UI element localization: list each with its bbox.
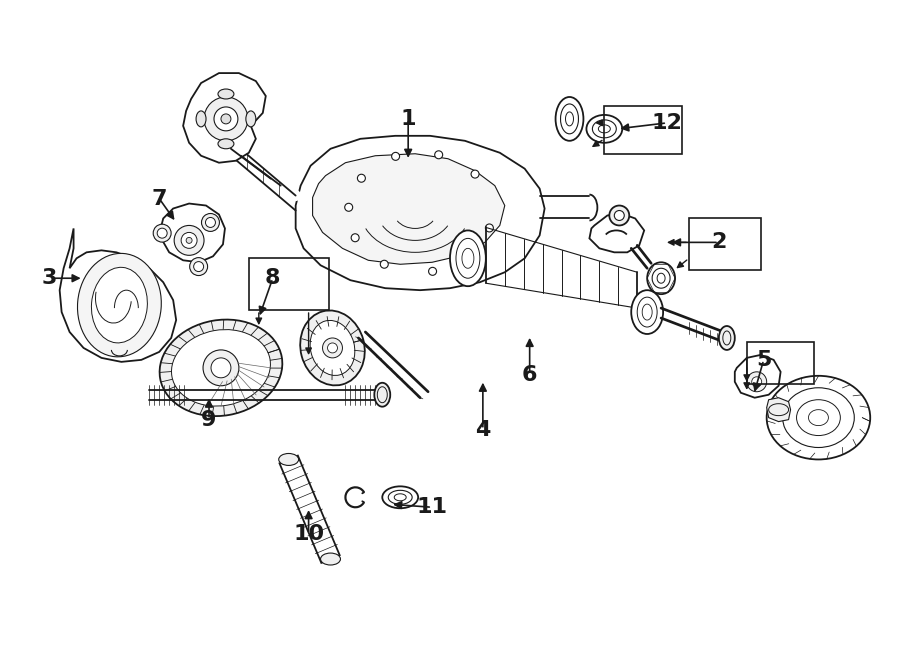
- Circle shape: [175, 225, 204, 255]
- Polygon shape: [734, 355, 780, 398]
- Circle shape: [202, 214, 220, 231]
- Circle shape: [381, 260, 388, 268]
- Circle shape: [211, 358, 231, 378]
- Text: 2: 2: [711, 233, 726, 253]
- Ellipse shape: [310, 321, 355, 375]
- Bar: [248, 258, 328, 310]
- Circle shape: [392, 153, 400, 161]
- Circle shape: [194, 262, 203, 272]
- Circle shape: [471, 170, 479, 178]
- Ellipse shape: [196, 111, 206, 127]
- Circle shape: [190, 258, 208, 276]
- Polygon shape: [590, 214, 644, 253]
- Polygon shape: [296, 136, 544, 290]
- Ellipse shape: [555, 97, 583, 141]
- Circle shape: [467, 251, 475, 258]
- Ellipse shape: [279, 453, 299, 465]
- Circle shape: [615, 210, 625, 221]
- Circle shape: [204, 97, 248, 141]
- Ellipse shape: [320, 553, 340, 565]
- Circle shape: [158, 228, 167, 238]
- Circle shape: [203, 350, 238, 386]
- Circle shape: [153, 224, 171, 242]
- Circle shape: [205, 217, 215, 227]
- Ellipse shape: [374, 383, 391, 407]
- Ellipse shape: [647, 262, 675, 294]
- Circle shape: [345, 204, 353, 212]
- Bar: [604, 106, 682, 154]
- Ellipse shape: [301, 311, 364, 385]
- Text: 8: 8: [265, 268, 281, 288]
- Ellipse shape: [382, 486, 418, 508]
- Ellipse shape: [92, 267, 148, 343]
- Circle shape: [322, 338, 343, 358]
- Ellipse shape: [767, 376, 870, 459]
- Ellipse shape: [587, 115, 622, 143]
- Polygon shape: [767, 398, 790, 422]
- Ellipse shape: [218, 89, 234, 99]
- Circle shape: [435, 151, 443, 159]
- Text: 5: 5: [756, 350, 771, 370]
- Text: 6: 6: [522, 365, 537, 385]
- Bar: [689, 219, 760, 270]
- Text: 7: 7: [151, 188, 167, 209]
- Ellipse shape: [246, 111, 256, 127]
- Bar: [747, 342, 814, 384]
- Circle shape: [186, 237, 192, 243]
- Text: 12: 12: [652, 113, 682, 133]
- Circle shape: [428, 267, 436, 276]
- Circle shape: [214, 107, 238, 131]
- Polygon shape: [312, 154, 505, 264]
- Circle shape: [485, 224, 493, 232]
- Text: 4: 4: [475, 420, 491, 440]
- Circle shape: [747, 372, 767, 392]
- Polygon shape: [59, 229, 176, 362]
- Ellipse shape: [719, 326, 734, 350]
- Circle shape: [609, 206, 629, 225]
- Ellipse shape: [450, 231, 486, 286]
- Ellipse shape: [218, 139, 234, 149]
- Text: 9: 9: [202, 410, 217, 430]
- Circle shape: [752, 377, 761, 387]
- Text: 10: 10: [293, 524, 324, 544]
- Ellipse shape: [631, 290, 663, 334]
- Polygon shape: [183, 73, 266, 163]
- Ellipse shape: [159, 319, 283, 416]
- Circle shape: [328, 343, 338, 353]
- Circle shape: [357, 175, 365, 182]
- Polygon shape: [280, 455, 339, 563]
- Circle shape: [351, 234, 359, 242]
- Text: 11: 11: [417, 497, 447, 518]
- Text: 3: 3: [42, 268, 58, 288]
- Circle shape: [181, 233, 197, 249]
- Ellipse shape: [172, 330, 270, 406]
- Text: 1: 1: [400, 109, 416, 129]
- Ellipse shape: [77, 253, 161, 357]
- Circle shape: [221, 114, 231, 124]
- Polygon shape: [161, 204, 225, 262]
